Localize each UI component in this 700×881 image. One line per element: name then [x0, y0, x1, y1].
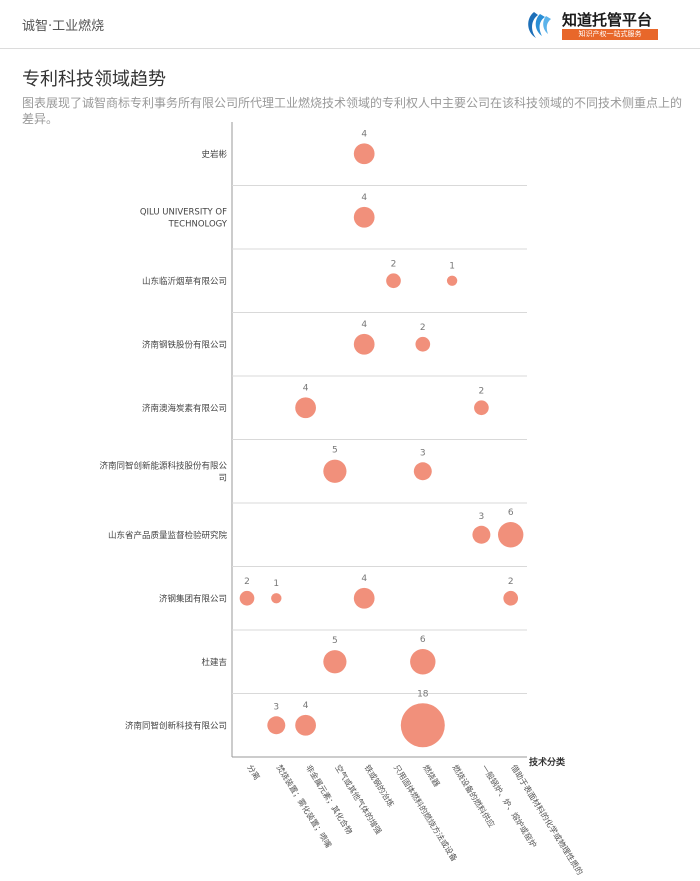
row-label: 济南同智创新能源科技股份有限公: [99, 460, 227, 471]
x-axis-label: 技术分类: [529, 756, 566, 768]
bubble-point: [447, 276, 457, 286]
bubble-value-label: 4: [303, 383, 309, 393]
bubble-value-label: 4: [361, 574, 367, 584]
bubble-value-label: 2: [479, 386, 485, 396]
bubble-value-label: 5: [332, 446, 338, 456]
bubble-point: [410, 649, 435, 674]
bubble-point: [240, 591, 255, 606]
bubble-point: [271, 593, 281, 603]
x-tick-label: 一般锅炉、炉、熔炉或窑炉: [480, 763, 539, 850]
x-tick-label: 只用固体燃料的燃烧方法或设备: [392, 763, 460, 863]
bubble-value-label: 18: [417, 689, 429, 699]
bubble-point: [414, 462, 432, 480]
bubble-value-label: 2: [244, 577, 250, 587]
bubble-value-label: 4: [361, 320, 367, 330]
bubble-point: [295, 397, 316, 418]
bubble-value-label: 5: [332, 636, 338, 646]
bubble-value-label: 3: [479, 512, 485, 522]
bubble-value-label: 2: [391, 259, 397, 269]
bubble-value-label: 3: [420, 448, 426, 458]
bubble-point: [323, 460, 346, 483]
row-label: TECHNOLOGY: [168, 219, 228, 229]
row-label: 史岩彬: [201, 149, 227, 160]
row-label: 山东临沂烟草有限公司: [142, 276, 227, 287]
bubble-point: [354, 207, 375, 228]
bubble-point: [415, 337, 430, 352]
bubble-value-label: 4: [303, 701, 309, 711]
bubble-point: [354, 143, 375, 164]
bubble-value-label: 4: [361, 193, 367, 203]
bubble-value-label: 3: [273, 702, 279, 712]
bubble-point: [323, 650, 346, 673]
row-label: 济钢集团有限公司: [159, 593, 227, 604]
bubble-point: [498, 522, 523, 547]
x-tick-label: 铁或钢的冶炼: [363, 763, 397, 809]
bubble-point: [295, 715, 316, 736]
x-tick-label: 焚烧装置；雾化装置；喷嘴: [275, 763, 334, 850]
bubble-value-label: 1: [449, 262, 455, 272]
bubble-point: [503, 591, 518, 606]
row-label: 济南同智创新科技有限公司: [125, 720, 227, 731]
row-label: 山东省产品质量监督检验研究院: [108, 530, 228, 541]
bubble-value-label: 4: [361, 129, 367, 139]
bubble-value-label: 2: [420, 323, 426, 333]
bubble-point: [472, 526, 490, 544]
bubble-value-label: 6: [420, 635, 426, 645]
bubble-value-label: 6: [508, 508, 514, 518]
x-tick-label: 分离: [245, 763, 262, 782]
row-label: 杜建吉: [201, 657, 227, 668]
row-label: 济南钢铁股份有限公司: [142, 339, 227, 350]
row-label: QILU UNIVERSITY OF: [140, 207, 227, 217]
bubble-value-label: 2: [508, 577, 514, 587]
row-label: 济南澳海炭素有限公司: [142, 403, 227, 414]
bubble-point: [386, 273, 401, 288]
bubble-value-label: 1: [273, 579, 279, 589]
bubble-point: [474, 400, 489, 415]
bubble-point: [267, 716, 285, 734]
bubble-point: [354, 334, 375, 355]
bubble-point: [354, 588, 375, 609]
bubble-point: [401, 703, 445, 747]
x-tick-label: 燃烧器: [421, 763, 442, 789]
row-label: 司: [218, 473, 227, 483]
